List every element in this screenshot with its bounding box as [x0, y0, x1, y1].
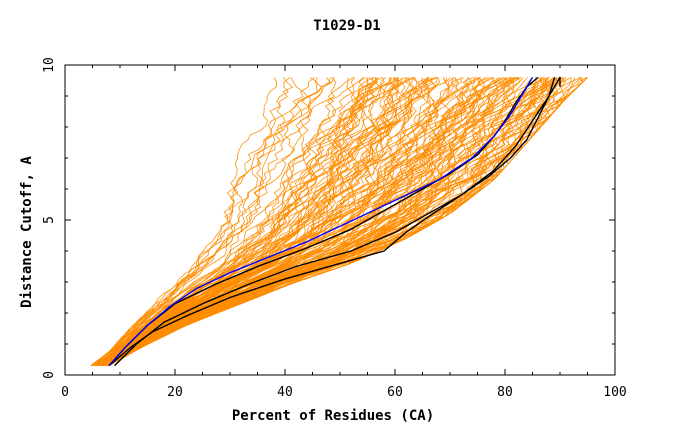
model-curve	[108, 77, 588, 367]
model-curve	[91, 77, 323, 367]
model-curve	[96, 77, 399, 367]
model-curve	[105, 77, 572, 367]
model-curve	[91, 77, 331, 367]
model-curve	[97, 77, 396, 367]
x-tick-label: 40	[277, 385, 293, 400]
y-tick-label: 5	[42, 216, 57, 224]
model-curve	[102, 77, 476, 367]
model-curve	[96, 77, 378, 367]
model-curve	[93, 77, 335, 367]
model-curve	[104, 77, 498, 367]
model-curve	[105, 77, 548, 367]
y-axis-label: Distance Cutoff, A	[19, 156, 35, 308]
highlight-series-1	[108, 76, 561, 367]
model-curve	[94, 77, 378, 367]
model-curve	[100, 77, 415, 367]
model-curve	[99, 77, 413, 367]
model-curve	[98, 77, 438, 367]
model-curve	[94, 77, 375, 367]
x-tick-label: 60	[387, 385, 403, 400]
x-axis-label: Percent of Residues (CA)	[232, 408, 434, 424]
model-curve	[96, 77, 405, 367]
highlight-layer	[108, 76, 561, 367]
model-curve	[105, 77, 542, 367]
model-curve	[91, 77, 278, 367]
y-tick-label: 0	[42, 371, 57, 379]
model-curve	[104, 77, 544, 367]
model-curve	[90, 77, 294, 367]
model-curve	[100, 77, 441, 367]
ticks-layer: 0 20 40 60 80 100 0 5 10	[42, 57, 627, 400]
chart-title: T1029-D1	[313, 18, 380, 34]
model-curve	[106, 77, 537, 367]
y-tick-label: 10	[42, 57, 57, 73]
x-tick-label: 20	[167, 385, 183, 400]
model-curve	[100, 77, 438, 367]
x-tick-label: 100	[603, 385, 626, 400]
model-curve	[92, 77, 316, 367]
model-curve	[95, 77, 356, 367]
model-curve	[100, 77, 470, 367]
model-curve	[93, 77, 337, 367]
highlight-series-2	[114, 77, 556, 367]
model-curve	[92, 77, 308, 367]
highlight-series-3	[108, 76, 539, 367]
x-tick-label: 80	[497, 385, 513, 400]
x-tick-label: 0	[61, 385, 69, 400]
model-curve	[94, 77, 354, 367]
highlight-series-4	[108, 77, 534, 367]
